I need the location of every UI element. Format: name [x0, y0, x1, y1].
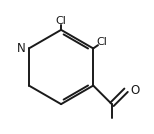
Text: Cl: Cl [96, 38, 107, 47]
Text: O: O [130, 84, 139, 97]
Text: Cl: Cl [56, 16, 67, 26]
Text: N: N [17, 42, 26, 55]
